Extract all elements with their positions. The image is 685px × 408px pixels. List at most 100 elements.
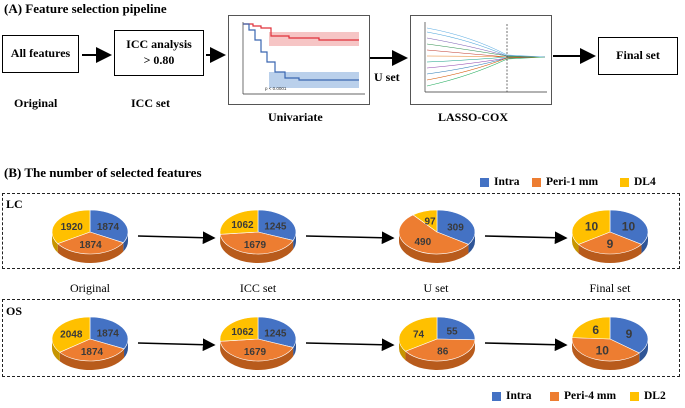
pie-side-peri xyxy=(220,341,294,370)
univariate-caption: Univariate xyxy=(268,110,323,124)
pie-slice-dl xyxy=(398,316,438,352)
pie-slice-intra xyxy=(257,316,297,348)
pie-value-peri: 86 xyxy=(437,347,449,358)
km-curve-graphic: p < 0.0001 xyxy=(242,22,365,95)
panel-a-title: (A) Feature selection pipeline xyxy=(4,1,167,16)
legend-swatch-intra xyxy=(480,177,489,187)
pie-lc-3: 10 9 10 xyxy=(571,209,649,264)
pie-value-dl: 2048 xyxy=(60,330,83,341)
pie-value-peri: 1874 xyxy=(79,240,102,251)
pie-value-intra: 10 xyxy=(622,219,636,233)
univariate-km-plot: p < 0.0001 xyxy=(228,15,370,105)
pie-slice-intra xyxy=(257,209,297,241)
pie-value-peri: 1874 xyxy=(81,347,104,358)
pie-value-peri: 490 xyxy=(415,237,432,248)
pie-slice-peri xyxy=(577,231,643,255)
legend-label: DL2 xyxy=(644,390,666,402)
pie-slice-intra xyxy=(89,209,129,244)
pie-slice-peri xyxy=(57,231,124,255)
pie-slice-dl xyxy=(571,209,611,245)
panel-a-arrows xyxy=(82,47,596,66)
pie-arrow xyxy=(305,338,395,352)
pie-slice-peri xyxy=(398,214,470,255)
pie-arrow xyxy=(137,231,216,245)
pie-side-dl xyxy=(52,339,60,362)
pie-side-peri xyxy=(572,339,640,371)
pie-slice-intra xyxy=(89,316,129,350)
pie-value-intra: 309 xyxy=(447,222,464,233)
pie-slice-peri xyxy=(219,338,294,362)
pie-slice-peri xyxy=(571,337,640,362)
pie-value-intra: 9 xyxy=(626,327,633,341)
legend-label: DL4 xyxy=(634,176,656,188)
pie-arrow xyxy=(305,231,395,245)
pie-side-dl xyxy=(399,339,406,361)
icc-threshold-label: > 0.80 xyxy=(143,53,175,67)
svg-text:p < 0.0001: p < 0.0001 xyxy=(265,86,287,91)
pie-side-intra xyxy=(639,339,648,363)
legend-swatch-peri xyxy=(532,177,541,187)
final-set-label: Final set xyxy=(616,48,660,63)
pie-slice-dl xyxy=(219,316,259,342)
stage-label-original: Original xyxy=(70,281,110,295)
pie-value-dl: 1062 xyxy=(231,327,254,338)
pie-side-intra xyxy=(641,232,648,254)
icc-analysis-box: ICC analysis > 0.80 xyxy=(114,30,204,76)
pie-side-dl xyxy=(572,232,579,254)
pie-slice-peri xyxy=(59,338,125,362)
pie-value-intra: 55 xyxy=(446,327,458,338)
pie-value-dl: 1920 xyxy=(61,222,84,233)
pie-os-3: 9 10 6 xyxy=(571,316,649,371)
os-group-tag: OS xyxy=(6,304,23,318)
pie-os-0: 1874 1874 2048 xyxy=(51,316,129,370)
pie-lc-0: 1874 1874 1920 xyxy=(51,209,129,264)
pie-slice-intra xyxy=(609,209,649,245)
lc-group-box xyxy=(2,193,680,269)
stage-label-u: U set xyxy=(423,281,449,295)
legend-top-intra: Intra xyxy=(480,176,520,188)
pie-slice-dl xyxy=(51,316,91,353)
pie-slice-dl xyxy=(51,209,91,244)
pie-slice-dl xyxy=(571,316,611,340)
pie-slice-dl xyxy=(219,209,259,235)
legend-label: Peri-4 mm xyxy=(564,390,617,402)
icc-set-caption: ICC set xyxy=(131,96,170,110)
pie-lc-2: 309 490 97 xyxy=(398,209,476,263)
pie-arrow xyxy=(137,338,216,352)
legend-swatch-intra xyxy=(492,391,501,401)
os-group-box xyxy=(2,299,680,377)
all-features-label: All features xyxy=(10,46,71,61)
legend-bottom-peri: Peri-4 mm xyxy=(550,390,616,402)
lc-group-tag: LC xyxy=(6,197,23,211)
pie-side-intra xyxy=(123,232,128,252)
pie-value-peri: 9 xyxy=(607,237,614,251)
pie-side-peri xyxy=(220,234,294,264)
icc-analysis-label: ICC analysis xyxy=(126,37,192,52)
pie-side-peri xyxy=(578,244,642,264)
legend-top-dl: DL4 xyxy=(620,176,656,188)
pie-value-peri: 1679 xyxy=(244,240,267,251)
pie-side-peri xyxy=(57,242,124,264)
pie-value-dl: 6 xyxy=(592,323,599,337)
pie-slice-peri xyxy=(219,231,294,255)
legend-swatch-dl xyxy=(620,177,629,187)
original-caption: Original xyxy=(14,96,58,110)
pie-value-intra: 1874 xyxy=(97,222,120,233)
pie-value-dl: 10 xyxy=(585,219,599,233)
pie-value-dl: 97 xyxy=(424,217,436,228)
pie-value-peri: 1679 xyxy=(244,347,267,358)
legend-bottom-intra: Intra xyxy=(492,390,532,402)
legend-top-peri: Peri-1 mm xyxy=(532,176,598,188)
pie-value-intra: 1245 xyxy=(264,221,287,232)
pie-side-intra xyxy=(124,339,128,358)
pie-side-peri xyxy=(59,348,125,370)
u-set-caption: U set xyxy=(374,70,400,84)
pie-value-dl: 74 xyxy=(413,329,425,340)
pie-value-dl: 1062 xyxy=(231,220,254,231)
pie-side-peri xyxy=(399,232,469,263)
stage-label-icc: ICC set xyxy=(239,281,277,295)
pie-slice-intra xyxy=(436,209,476,245)
pie-value-intra: 1874 xyxy=(97,329,120,340)
